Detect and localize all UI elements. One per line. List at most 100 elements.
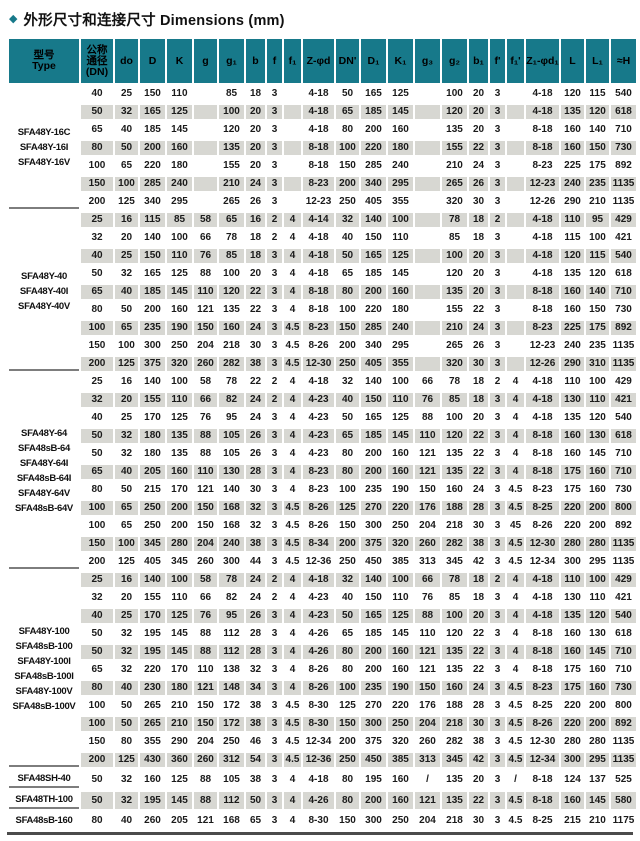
dim-cell: 3 <box>490 159 505 173</box>
model-label: SFA48sB-100V <box>12 701 76 712</box>
dim-cell: 150 <box>586 141 609 155</box>
dim-cell: 4.5 <box>284 555 301 569</box>
dim-cell: 240 <box>561 339 584 353</box>
dim-cell: 618 <box>611 429 636 443</box>
dim-cell: 65 <box>115 519 138 533</box>
dim-cell: 22 <box>246 285 265 299</box>
dim-cell: 618 <box>611 267 636 281</box>
dim-cell: 85 <box>442 231 467 245</box>
dim-cell: 240 <box>561 177 584 191</box>
dim-cell: 4.5 <box>284 357 301 371</box>
dim-cell: 130 <box>561 393 584 407</box>
dim-cell: 18 <box>246 231 265 245</box>
dim-cell: 165 <box>140 105 165 119</box>
dim-cell: 4-18 <box>303 123 334 137</box>
dim-cell: 220 <box>361 141 386 155</box>
dim-cell <box>507 249 524 263</box>
dim-cell: 450 <box>361 555 386 569</box>
dim-cell: 110 <box>415 627 440 641</box>
dim-cell: 210 <box>167 699 192 713</box>
dim-cell: 170 <box>140 411 165 425</box>
dim-cell: 121 <box>415 663 440 677</box>
dim-cell: 135 <box>442 663 467 677</box>
dim-cell: 155 <box>140 591 165 605</box>
dim-cell: 4.5 <box>284 321 301 335</box>
dim-cell: 65 <box>336 267 359 281</box>
dim-cell: 200 <box>336 339 359 353</box>
dim-cell: 312 <box>219 753 244 767</box>
dim-cell: 65 <box>219 213 244 227</box>
col-header-H: ≈H <box>611 39 636 83</box>
dim-cell: 285 <box>361 321 386 335</box>
dim-cell: 150 <box>81 339 113 353</box>
dim-cell: 125 <box>336 501 359 515</box>
dim-cell: 150 <box>361 393 386 407</box>
col-header-D1: D₁ <box>361 39 386 83</box>
dim-cell: 145 <box>167 285 192 299</box>
dim-cell: 4-18 <box>303 267 334 281</box>
dim-cell: 2 <box>267 393 282 407</box>
dim-cell: 80 <box>81 813 113 828</box>
dim-cell: 20 <box>246 123 265 137</box>
dim-cell: 54 <box>246 753 265 767</box>
dim-cell: 8-18 <box>526 792 559 809</box>
dim-cell: 250 <box>336 753 359 767</box>
dim-cell: 110 <box>167 87 192 101</box>
dim-cell: 295 <box>388 177 413 191</box>
dim-cell: 78 <box>442 213 467 227</box>
dim-cell: 100 <box>81 321 113 335</box>
dim-cell: 200 <box>361 663 386 677</box>
dim-cell: 200 <box>586 699 609 713</box>
dim-cell: 26 <box>246 195 265 209</box>
dim-cell: 24 <box>246 321 265 335</box>
dim-cell: 710 <box>611 123 636 137</box>
dim-cell: 280 <box>561 537 584 551</box>
dim-cell: 145 <box>586 792 609 809</box>
dim-cell: 25 <box>115 609 138 623</box>
dim-cell: 110 <box>194 285 217 299</box>
dim-cell <box>415 195 440 209</box>
dim-cell: 120 <box>219 285 244 299</box>
dim-cell: 160 <box>140 771 165 788</box>
dim-cell: 112 <box>219 792 244 809</box>
dim-cell: 3 <box>490 465 505 479</box>
dim-cell: 160 <box>442 483 467 497</box>
dim-cell: 80 <box>336 771 359 788</box>
dim-cell: 85 <box>442 591 467 605</box>
dim-cell: 85 <box>219 87 244 101</box>
dim-cell: 80 <box>336 663 359 677</box>
col-header-f-p: f' <box>490 39 505 83</box>
dim-cell: 8-18 <box>526 771 559 788</box>
dim-cell: 20 <box>246 105 265 119</box>
dim-cell: 24 <box>246 411 265 425</box>
col-header-Z1-phid1: Z₁-φd₁ <box>526 39 559 83</box>
dim-cell: 16 <box>115 375 138 389</box>
dim-cell: 3 <box>267 663 282 677</box>
dim-cell: 135 <box>442 645 467 659</box>
dim-cell <box>194 105 217 119</box>
dim-cell: 185 <box>140 123 165 137</box>
dim-cell: 121 <box>415 792 440 809</box>
dim-cell: 225 <box>561 321 584 335</box>
type-group-label: SFA48TH-100 <box>9 792 79 809</box>
col-header-K1: K₁ <box>388 39 413 83</box>
col-header-g: g <box>194 39 217 83</box>
dim-cell: 800 <box>611 501 636 515</box>
dim-cell: 4-18 <box>526 573 559 587</box>
model-label: SFA48Y-40V <box>18 300 70 312</box>
dim-cell: 405 <box>361 195 386 209</box>
dim-cell <box>194 87 217 101</box>
model-label: SFA48sB-160 <box>15 815 73 826</box>
dim-cell: 225 <box>561 159 584 173</box>
dim-cell: 50 <box>81 771 113 788</box>
dim-cell: / <box>415 771 440 788</box>
dim-cell: 320 <box>388 537 413 551</box>
dim-cell: 88 <box>415 609 440 623</box>
dim-cell: 3 <box>267 735 282 749</box>
table-row: 100 65 220 180 155 20 3 8-18 150 285 240 210 24 3 8-23… <box>9 159 636 173</box>
dim-cell: 3 <box>267 519 282 533</box>
table-row: 50 32 195 145 88 112 28 3 4 4-26 80 200 160 121 135 22 3… <box>9 645 636 659</box>
dim-cell: 265 <box>140 717 165 731</box>
dim-cell: 22 <box>469 792 488 809</box>
dim-cell: 218 <box>442 813 467 828</box>
